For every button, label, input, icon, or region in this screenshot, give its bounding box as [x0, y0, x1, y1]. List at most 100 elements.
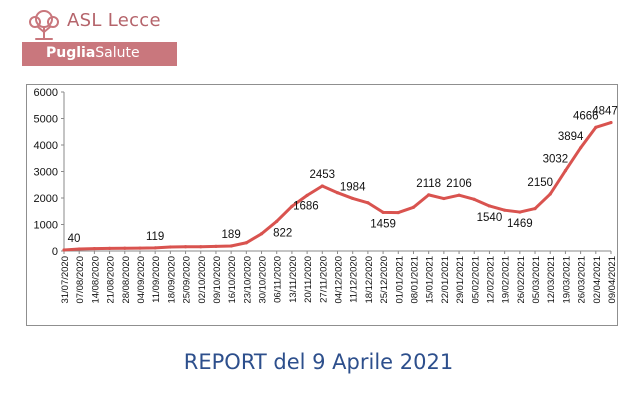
- x-tick-label: 25/12/2020: [379, 256, 390, 304]
- data-point: [503, 208, 507, 212]
- y-tick-label: 2000: [34, 193, 58, 205]
- x-tick-label: 13/11/2020: [288, 256, 299, 303]
- asl-logo: ASL Lecce PugliaSalute: [22, 6, 177, 66]
- x-tick-label: 07/08/2020: [75, 256, 86, 304]
- data-point: [335, 191, 340, 195]
- data-label: 1686: [293, 200, 319, 212]
- y-tick-label: 3000: [34, 167, 58, 179]
- data-point: [320, 184, 324, 188]
- data-label: 3894: [558, 131, 584, 143]
- data-point: [442, 196, 446, 201]
- x-tick-label: 27/11/2020: [318, 256, 329, 303]
- data-point: [548, 192, 552, 196]
- x-tick-label: 29/01/2021: [455, 256, 466, 304]
- x-tick-label: 31/07/2020: [60, 256, 71, 304]
- x-tick-label: 04/12/2020: [334, 256, 345, 304]
- x-tick-label: 18/12/2020: [364, 256, 375, 304]
- x-tick-label: 02/10/2020: [197, 256, 208, 304]
- data-point: [487, 204, 492, 208]
- x-tick-label: 01/01/2021: [394, 256, 405, 304]
- data-label: 1459: [370, 218, 396, 230]
- data-point: [472, 197, 476, 201]
- data-label: 40: [68, 233, 81, 245]
- x-tick-label: 05/02/2021: [470, 256, 481, 304]
- data-label: 189: [222, 229, 241, 241]
- data-point: [411, 205, 416, 209]
- data-point: [563, 169, 568, 173]
- data-label: 822: [273, 227, 292, 239]
- data-label: 1540: [477, 212, 503, 224]
- data-point: [77, 247, 81, 251]
- data-point: [366, 201, 370, 205]
- data-point: [579, 146, 583, 150]
- data-point: [427, 193, 431, 197]
- logo-band: PugliaSalute: [22, 42, 177, 66]
- x-tick-label: 18/09/2020: [166, 256, 177, 304]
- x-tick-label: 19/02/2021: [501, 256, 512, 304]
- x-tick-label: 23/10/2020: [242, 256, 253, 304]
- x-tick-label: 16/10/2020: [227, 256, 238, 304]
- x-tick-label: 20/11/2020: [303, 256, 314, 303]
- x-tick-label: 12/02/2021: [485, 256, 496, 304]
- data-label: 2150: [527, 177, 553, 189]
- data-point: [229, 244, 233, 248]
- x-tick-label: 25/09/2020: [182, 256, 193, 304]
- data-point: [594, 125, 598, 129]
- x-tick-label: 09/04/2021: [607, 256, 618, 304]
- data-point: [244, 241, 248, 245]
- y-tick-label: 4000: [34, 140, 58, 152]
- data-label: 1984: [340, 181, 366, 193]
- x-tick-label: 11/12/2020: [349, 256, 360, 303]
- x-tick-label: 02/04/2021: [592, 256, 603, 304]
- data-point: [533, 207, 537, 211]
- x-tick-label: 09/10/2020: [212, 256, 223, 304]
- data-point: [290, 204, 294, 208]
- data-point: [153, 246, 157, 250]
- data-point: [351, 196, 355, 201]
- logo-header: ASL Lecce: [22, 6, 177, 40]
- y-tick-label: 6000: [34, 87, 58, 99]
- x-tick-label: 15/01/2021: [425, 256, 436, 304]
- data-point: [199, 245, 203, 249]
- y-tick-label: 5000: [34, 114, 58, 126]
- data-point: [183, 245, 188, 249]
- x-tick-label: 12/03/2021: [546, 256, 557, 304]
- data-label: 4847: [592, 106, 618, 118]
- data-label: 119: [146, 231, 164, 243]
- org-name: ASL Lecce: [67, 10, 161, 31]
- data-point: [305, 193, 309, 197]
- x-tick-label: 06/11/2020: [273, 256, 284, 303]
- data-point: [62, 248, 66, 252]
- x-tick-label: 14/08/2020: [90, 256, 101, 304]
- x-tick-label: 05/03/2021: [531, 256, 542, 304]
- data-label: 4666: [573, 110, 599, 122]
- data-point: [381, 210, 385, 214]
- data-point: [123, 246, 127, 250]
- report-title: REPORT del 9 Aprile 2021: [183, 350, 454, 374]
- x-tick-label: 28/08/2020: [121, 256, 132, 304]
- data-point: [168, 245, 172, 249]
- data-point: [518, 210, 522, 214]
- data-label: 2453: [310, 169, 336, 181]
- data-point: [92, 247, 96, 251]
- x-tick-label: 21/08/2020: [106, 256, 117, 304]
- tree-icon: [29, 10, 59, 40]
- data-point: [214, 244, 218, 248]
- x-tick-label: 22/01/2021: [440, 256, 451, 304]
- data-point: [609, 120, 613, 125]
- y-tick-label: 1000: [34, 220, 58, 232]
- data-point: [138, 246, 142, 250]
- data-label: 2118: [416, 178, 441, 190]
- data-label: 2106: [446, 178, 472, 190]
- x-tick-label: 08/01/2021: [409, 256, 420, 304]
- x-tick-label: 11/09/2020: [151, 256, 162, 303]
- data-point: [107, 246, 112, 250]
- x-tick-label: 26/03/2021: [577, 256, 588, 304]
- x-tick-label: 30/10/2020: [258, 256, 269, 304]
- y-tick-label: 0: [52, 246, 58, 258]
- logo-band-text: PugliaSalute: [46, 45, 140, 61]
- data-point: [396, 210, 400, 215]
- data-point: [259, 232, 264, 236]
- x-tick-label: 26/02/2021: [516, 256, 527, 304]
